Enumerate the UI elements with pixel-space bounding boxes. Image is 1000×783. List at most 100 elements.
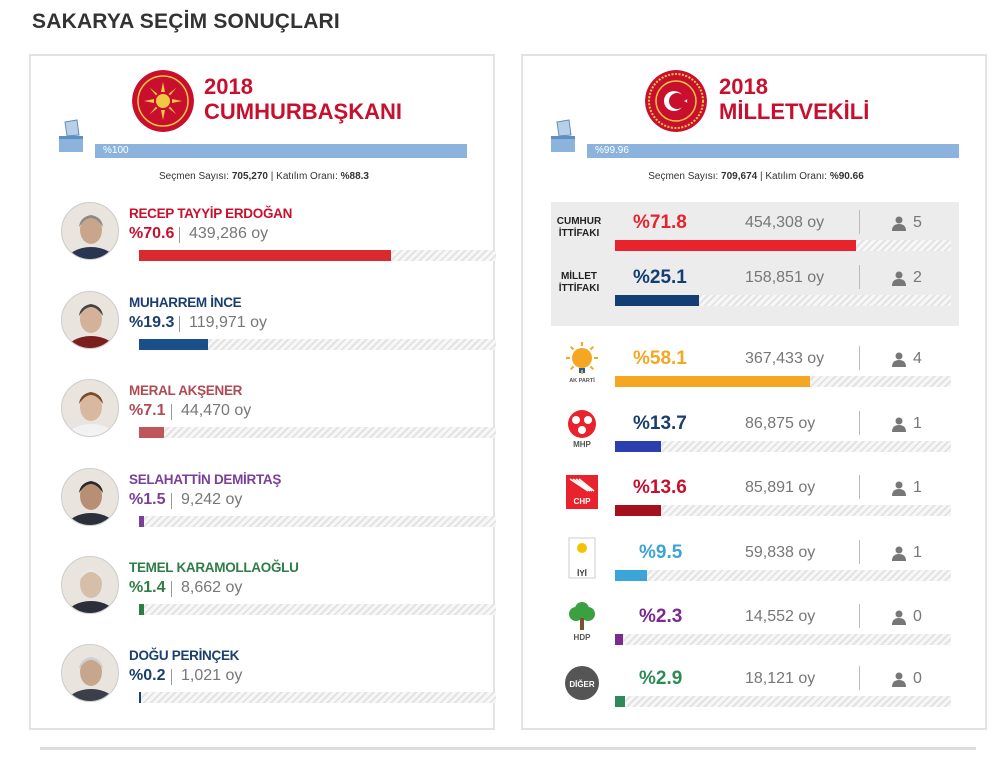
vote-bar-track bbox=[139, 692, 496, 703]
party-percent: %58.1 bbox=[633, 348, 687, 369]
candidate-percent: %1.5 bbox=[129, 491, 166, 508]
separator bbox=[179, 316, 180, 332]
candidate-row: MUHARREM İNCE %19.3 119,971 oy bbox=[61, 291, 496, 361]
alliance-percent: %71.8 bbox=[633, 212, 687, 233]
alliance-row: CUMHUR İTTİFAKI %71.8 454,308 oy 5 bbox=[553, 206, 961, 268]
party-percent: %9.5 bbox=[639, 542, 683, 563]
separator bbox=[859, 475, 860, 499]
parliament-panel: 2018 MİLLETVEKİLİ %99.96 Seçmen Sayısı: … bbox=[521, 54, 987, 730]
candidate-votes: 1,021 oy bbox=[181, 667, 243, 684]
voter-stats: Seçmen Sayısı: 705,270 | Katılım Oranı: … bbox=[159, 171, 369, 182]
voter-stats: Seçmen Sayısı: 709,674 | Katılım Oranı: … bbox=[648, 171, 864, 182]
vote-bar bbox=[615, 696, 625, 707]
footer-divider bbox=[40, 747, 976, 750]
other-logo: DİĞER bbox=[565, 666, 599, 700]
separator bbox=[859, 346, 860, 370]
presidential-title: 2018 CUMHURBAŞKANI bbox=[204, 74, 402, 124]
turnout-value: %88.3 bbox=[340, 171, 369, 182]
party-votes: 14,552 oy bbox=[745, 608, 816, 625]
count-progress-label: %100 bbox=[103, 145, 129, 156]
alliance-votes: 158,851 oy bbox=[745, 269, 825, 286]
candidate-row: RECEP TAYYİP ERDOĞAN %70.6 439,286 oy bbox=[61, 202, 496, 272]
candidate-percent: %7.1 bbox=[129, 402, 166, 419]
alliance-percent: %25.1 bbox=[633, 267, 687, 288]
turnout-label: Katılım Oranı: bbox=[765, 171, 828, 182]
alliance-row: MİLLET İTTİFAKI %25.1 158,851 oy 2 bbox=[553, 261, 961, 323]
candidate-percent: %1.4 bbox=[129, 579, 166, 596]
party-votes: 86,875 oy bbox=[745, 415, 816, 432]
candidate-name: TEMEL KARAMOLLAOĞLU bbox=[129, 560, 299, 575]
party-seats: 0 bbox=[913, 608, 922, 625]
alliance-name-line: MİLLET bbox=[560, 271, 598, 282]
hdp-logo: HDP bbox=[569, 602, 595, 642]
seats-icon bbox=[892, 610, 906, 625]
party-row: MHP %13.7 86,875 oy 1 bbox=[553, 407, 961, 469]
vote-bar-track bbox=[615, 295, 951, 306]
parliament-year: 2018 bbox=[719, 74, 768, 99]
candidate-row: DOĞU PERİNÇEK %0.2 1,021 oy bbox=[61, 644, 496, 714]
mhp-logo: MHP bbox=[568, 410, 596, 449]
candidate-percent: %0.2 bbox=[129, 667, 166, 684]
vote-bar-track bbox=[615, 570, 951, 581]
party-seats: 1 bbox=[913, 544, 922, 561]
party-percent: %13.7 bbox=[633, 413, 687, 434]
alliance-name-line: CUMHUR bbox=[556, 216, 602, 227]
alliance-name: MİLLET İTTİFAKI bbox=[553, 271, 605, 295]
candidate-name: DOĞU PERİNÇEK bbox=[129, 648, 240, 663]
ballot-box-icon bbox=[59, 119, 83, 152]
separator bbox=[179, 227, 180, 243]
candidate-photo bbox=[61, 379, 119, 437]
party-votes: 18,121 oy bbox=[745, 670, 816, 687]
separator bbox=[859, 604, 860, 628]
party-logo-text: HDP bbox=[574, 633, 592, 642]
vote-bar bbox=[139, 250, 392, 261]
presidential-year: 2018 bbox=[204, 74, 253, 99]
separator bbox=[171, 404, 172, 420]
vote-bar-track bbox=[615, 376, 951, 387]
vote-bar bbox=[139, 692, 141, 703]
alliance-seats: 2 bbox=[913, 269, 922, 286]
vote-bar-track bbox=[139, 516, 496, 527]
party-votes: 367,433 oy bbox=[745, 350, 825, 367]
seats-icon bbox=[892, 481, 906, 496]
alliance-name: CUMHUR İTTİFAKI bbox=[553, 216, 605, 240]
party-row: DİĞER %2.9 18,121 oy 0 bbox=[553, 662, 961, 724]
candidate-percent: %19.3 bbox=[129, 314, 175, 331]
seats-icon bbox=[892, 216, 906, 231]
count-progress-label: %99.96 bbox=[595, 145, 629, 156]
party-votes: 59,838 oy bbox=[745, 544, 816, 561]
ballot-box-icon bbox=[551, 119, 575, 152]
party-percent: %2.3 bbox=[639, 606, 683, 627]
voters-label: Seçmen Sayısı: bbox=[159, 171, 230, 182]
vote-bar bbox=[615, 376, 811, 387]
vote-bar bbox=[615, 240, 857, 251]
seats-icon bbox=[892, 417, 906, 432]
candidate-votes: 119,971 oy bbox=[189, 314, 267, 331]
candidate-name: RECEP TAYYİP ERDOĞAN bbox=[129, 206, 293, 221]
separator bbox=[859, 666, 860, 690]
page-title: SAKARYA SEÇİM SONUÇLARI bbox=[32, 10, 340, 33]
candidate-votes: 439,286 oy bbox=[189, 225, 269, 242]
candidate-row: SELAHATTİN DEMİRTAŞ %1.5 9,242 oy bbox=[61, 468, 496, 538]
party-percent: %2.9 bbox=[639, 668, 683, 689]
alliance-seats: 5 bbox=[913, 214, 922, 231]
vote-bar bbox=[139, 427, 165, 438]
party-row: İYİ %9.5 59,838 oy 1 bbox=[553, 536, 961, 598]
candidate-name: SELAHATTİN DEMİRTAŞ bbox=[129, 472, 282, 487]
party-row: HDP %2.3 14,552 oy 0 bbox=[553, 600, 961, 662]
separator bbox=[171, 581, 172, 597]
vote-bar-track bbox=[139, 339, 496, 350]
vote-bar-track bbox=[139, 604, 496, 615]
party-logo-text: DİĞER bbox=[569, 680, 595, 689]
presidential-panel: 2018 CUMHURBAŞKANI %100 Seçmen Sayısı: 7… bbox=[29, 54, 496, 730]
separator bbox=[171, 493, 172, 509]
vote-bar bbox=[615, 441, 662, 452]
chp-logo: CHP bbox=[566, 475, 598, 509]
party-seats: 1 bbox=[913, 415, 922, 432]
vote-bar bbox=[615, 505, 661, 516]
candidate-photo bbox=[61, 202, 119, 260]
iyi-logo: İYİ bbox=[568, 537, 596, 579]
vote-bar bbox=[139, 604, 144, 615]
candidate-name: MUHARREM İNCE bbox=[129, 295, 242, 310]
candidate-photo bbox=[61, 644, 119, 702]
